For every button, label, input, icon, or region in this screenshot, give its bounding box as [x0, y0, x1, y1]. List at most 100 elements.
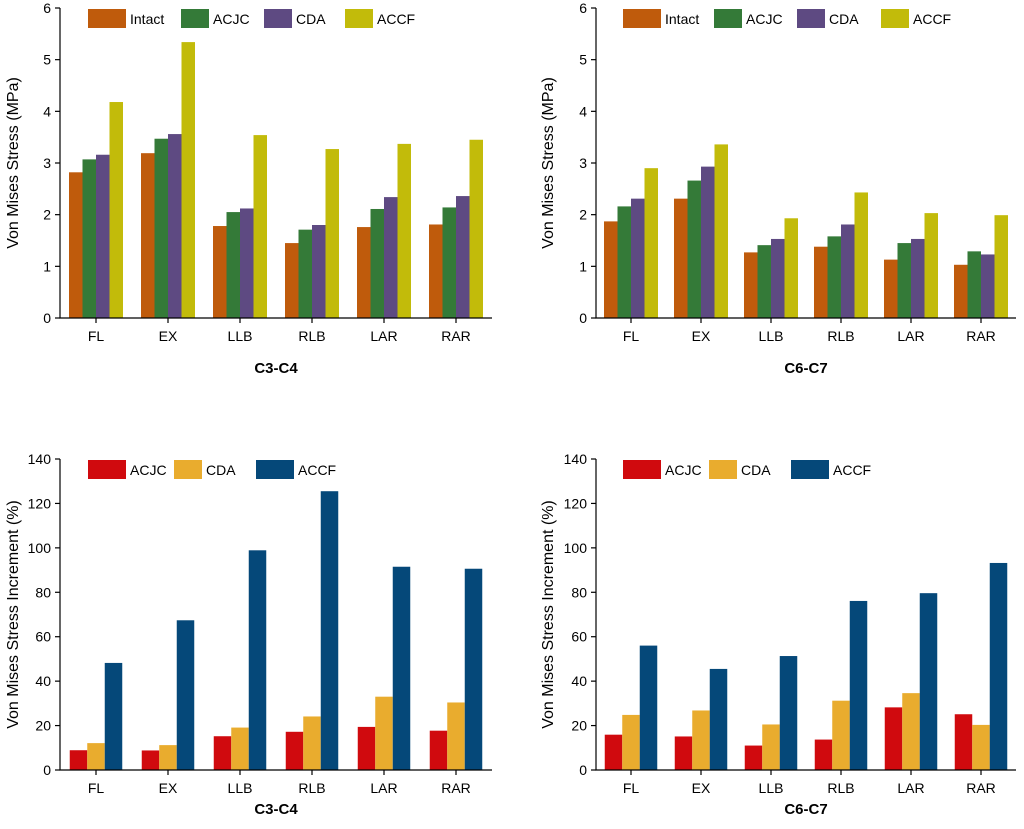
bar-cda-ex: [159, 745, 177, 770]
y-tick-label: 0: [579, 310, 587, 326]
legend-swatch-intact: [88, 9, 126, 28]
bar-accf-lar: [924, 213, 938, 318]
x-tick-label: FL: [623, 780, 640, 796]
chart-c3-c4-stress: 0 1 2 3 4 5 6 FL EX LLB RLB LAR RAR Von Mises Stress …: [5, 0, 492, 377]
bar-acjc-fl: [82, 159, 96, 318]
bar-acjc-llb: [226, 212, 240, 318]
bar-accf-fl: [104, 662, 123, 770]
bar-intact-lar: [357, 227, 371, 318]
bar-intact-rlb: [285, 243, 299, 318]
legend-label-acjc: ACJC: [665, 462, 702, 478]
y-tick-label: 2: [579, 207, 587, 223]
panel-title: C3-C4: [254, 801, 298, 818]
legend-label-cda: CDA: [296, 11, 326, 27]
y-tick-label: 80: [571, 584, 587, 600]
x-tick-label: LLB: [228, 780, 253, 796]
y-tick-label: 120: [28, 495, 52, 511]
legend-swatch-accf: [345, 9, 373, 28]
legend-swatch-accf: [791, 460, 829, 479]
bar-accf-lar: [397, 143, 411, 318]
bar-accf-fl: [639, 645, 658, 770]
bar-acjc-llb: [213, 736, 232, 770]
bar-cda-fl: [87, 743, 105, 770]
legend-label-acjc: ACJC: [130, 462, 167, 478]
x-tick-label: RLB: [298, 328, 325, 344]
bar-accf-rar: [994, 215, 1008, 318]
bar-accf-rar: [464, 568, 483, 770]
bar-accf-llb: [248, 550, 267, 770]
series-acjc: [69, 726, 448, 770]
legend: Intact ACJC CDA ACCF: [623, 9, 951, 28]
series-cda: [631, 166, 995, 318]
bar-accf-llb: [784, 218, 798, 318]
x-tick-label: LAR: [897, 328, 924, 344]
bar-acjc-lar: [357, 726, 376, 770]
chart-c6-c7-increment: 0 20 40 60 80 100 120 140 FL EX LLB RLB LAR RAR Von Mi…: [540, 451, 1016, 818]
chart-c6-c7-stress: 0 1 2 3 4 5 6 FL EX LLB RLB LAR RAR Von Mises Stress …: [540, 0, 1016, 377]
y-tick-label: 120: [564, 495, 588, 511]
axis-lines: [59, 8, 492, 319]
bar-acjc-rlb: [827, 236, 841, 318]
x-tick-label: RLB: [827, 780, 854, 796]
bar-cda-llb: [231, 727, 249, 770]
bar-accf-rar: [469, 139, 483, 318]
x-tick-label: LAR: [370, 780, 397, 796]
legend-swatch-intact: [623, 9, 661, 28]
y-axis-title: Von Mises Stress (MPa): [540, 77, 557, 249]
x-tick-label: EX: [692, 780, 711, 796]
bar-accf-lar: [919, 593, 938, 770]
bar-acjc-llb: [757, 245, 771, 318]
y-tick-label: 0: [43, 762, 51, 778]
x-tick-label: FL: [623, 328, 640, 344]
panel-title: C6-C7: [784, 360, 827, 377]
x-tick-label: EX: [692, 328, 711, 344]
bar-cda-rar: [981, 254, 995, 318]
series-cda: [96, 134, 470, 318]
bar-cda-lar: [902, 693, 920, 770]
bar-intact-rlb: [814, 246, 828, 318]
series-accf: [109, 42, 483, 318]
y-tick-label: 40: [571, 673, 587, 689]
bar-accf-rar: [989, 562, 1008, 770]
legend-swatch-acjc: [714, 9, 742, 28]
legend-label-accf: ACCF: [298, 462, 336, 478]
y-tick-label: 140: [564, 451, 588, 467]
y-tick-label: 100: [28, 540, 52, 556]
bar-accf-fl: [644, 168, 658, 318]
axis-lines: [59, 459, 492, 771]
bar-cda-ex: [168, 134, 182, 318]
y-axis-title: Von Mises Stress Increment (%): [5, 500, 22, 729]
y-tick-label: 100: [564, 540, 588, 556]
legend-swatch-cda: [709, 460, 737, 479]
bar-acjc-ex: [154, 138, 168, 318]
legend-label-cda: CDA: [741, 462, 771, 478]
x-tick-label: RAR: [441, 780, 471, 796]
y-tick-label: 20: [35, 718, 51, 734]
bar-acjc-ex: [674, 736, 693, 770]
series-acjc: [617, 180, 981, 318]
legend-swatch-acjc: [88, 460, 126, 479]
y-tick-label: 6: [579, 0, 587, 16]
y-tick-label: 80: [35, 584, 51, 600]
bar-cda-rlb: [832, 700, 850, 770]
y-tick-label: 60: [571, 629, 587, 645]
bar-acjc-fl: [617, 206, 631, 318]
bar-cda-llb: [240, 208, 254, 318]
y-tick-label: 5: [579, 52, 587, 68]
legend-label-acjc: ACJC: [213, 11, 250, 27]
x-tick-label: LLB: [759, 328, 784, 344]
y-tick-label: 60: [35, 629, 51, 645]
legend-label-cda: CDA: [829, 11, 859, 27]
axis-lines: [595, 459, 1016, 771]
bar-accf-rlb: [325, 149, 339, 318]
bar-intact-ex: [141, 153, 155, 318]
x-tick-label: LLB: [228, 328, 253, 344]
x-tick-label: LLB: [759, 780, 784, 796]
bar-accf-rlb: [854, 192, 868, 318]
series-cda: [622, 693, 990, 770]
legend-label-acjc: ACJC: [746, 11, 783, 27]
bar-acjc-rar: [442, 207, 456, 318]
bar-intact-llb: [213, 226, 227, 318]
